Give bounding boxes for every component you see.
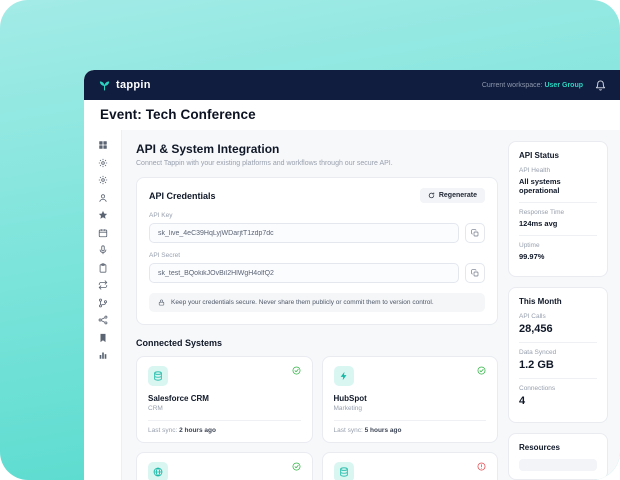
right-panel: API Status API Health All systems operat…	[508, 141, 608, 480]
stat-response-time: Response Time 124ms avg	[519, 202, 597, 235]
security-note-text: Keep your credentials secure. Never shar…	[171, 299, 434, 306]
tappin-sprout-logo-icon	[98, 79, 111, 92]
regenerate-button[interactable]: Regenerate	[419, 188, 485, 203]
stat-api-calls: API Calls 28,456	[519, 313, 553, 335]
status-connected-icon	[477, 366, 486, 375]
system-category: Marketing	[333, 405, 363, 412]
workspace-label: Current workspace:	[481, 81, 543, 89]
app-header: tappin Current workspace: User Group	[84, 70, 620, 100]
brand-logo[interactable]: tappin	[98, 79, 151, 92]
sidebar-settings-icon[interactable]	[98, 158, 108, 168]
api-status-title: API Status	[519, 151, 560, 160]
section-subheading: Connect Tappin with your existing platfo…	[136, 160, 393, 167]
system-name: HubSpot	[333, 394, 367, 403]
sidebar-configuration-icon[interactable]	[98, 175, 108, 185]
refresh-icon	[428, 192, 435, 199]
sidebar-branch-icon[interactable]	[98, 298, 108, 308]
page-title-bar: Event: Tech Conference	[84, 100, 620, 130]
copy-icon	[471, 229, 479, 237]
system-name: Salesforce CRM	[148, 394, 209, 403]
resource-item[interactable]	[519, 459, 597, 471]
database-icon	[339, 467, 349, 477]
stat-connections: Connections 4	[519, 378, 597, 414]
icon-sidebar	[84, 130, 122, 480]
page-title: Event: Tech Conference	[100, 107, 256, 122]
api-status-card: API Status API Health All systems operat…	[508, 141, 608, 277]
notifications-bell-icon[interactable]	[595, 80, 606, 91]
sidebar-attendees-icon[interactable]	[98, 193, 108, 203]
resources-card: Resources	[508, 433, 608, 480]
workspace-name[interactable]: User Group	[544, 81, 583, 89]
app-window: tappin Current workspace: User Group Eve…	[84, 70, 620, 480]
system-card-microsoft-dynamics: Microsoft Dynamics ERP	[321, 452, 498, 480]
stat-uptime: Uptime 99.97%	[519, 235, 597, 268]
system-icon-tile	[333, 366, 354, 386]
header-right: Current workspace: User Group	[482, 80, 606, 91]
sidebar-favorites-icon[interactable]	[98, 210, 108, 220]
system-last-sync: Last sync: 5 hours ago	[333, 420, 486, 434]
system-card-hubspot: HubSpot Marketing Last sync: 5 hours ago	[321, 356, 498, 443]
brand-name: tappin	[116, 79, 151, 91]
api-secret-label: API Secret	[149, 252, 181, 259]
connected-systems-grid: Salesforce CRM CRM Last sync: 2 hours ag…	[136, 356, 498, 480]
sidebar-integrations-icon[interactable]	[98, 315, 108, 325]
system-card-corporate-website: Corporate Website Web Platform	[136, 452, 313, 480]
system-icon-tile	[333, 462, 354, 480]
system-icon-tile	[148, 462, 168, 480]
workspace-switcher[interactable]: Current workspace: User Group	[482, 82, 583, 89]
sidebar-clipboard-icon[interactable]	[98, 263, 108, 273]
sidebar-analytics-icon[interactable]	[98, 350, 108, 360]
status-connected-icon	[292, 462, 301, 471]
main-content: API & System Integration Connect Tappin …	[136, 141, 498, 480]
lock-icon	[158, 299, 165, 306]
sidebar-dashboard-icon[interactable]	[98, 140, 108, 150]
security-note: Keep your credentials secure. Never shar…	[149, 293, 485, 312]
connected-systems-heading: Connected Systems	[136, 338, 223, 348]
zap-icon	[339, 371, 349, 381]
status-error-icon	[477, 462, 486, 471]
resources-title: Resources	[519, 443, 560, 452]
sidebar-speakers-mic-icon[interactable]	[98, 245, 108, 255]
copy-api-key-button[interactable]	[465, 223, 485, 243]
api-credentials-title: API Credentials	[149, 190, 216, 201]
system-last-sync: Last sync: 2 hours ago	[148, 420, 301, 434]
system-category: CRM	[148, 405, 163, 412]
this-month-card: This Month API Calls 28,456 Data Synced …	[508, 287, 608, 423]
api-secret-input[interactable]	[149, 263, 459, 283]
system-card-salesforce: Salesforce CRM CRM Last sync: 2 hours ag…	[136, 356, 313, 443]
stat-data-synced: Data Synced 1.2 GB	[519, 342, 597, 378]
system-icon-tile	[148, 366, 168, 386]
globe-icon	[153, 467, 163, 477]
sidebar-calendar-icon[interactable]	[98, 228, 108, 238]
section-heading: API & System Integration	[136, 142, 280, 156]
api-key-input[interactable]	[149, 223, 459, 243]
sidebar-bookmarks-icon[interactable]	[98, 333, 108, 343]
sidebar-sync-icon[interactable]	[98, 280, 108, 290]
copy-api-secret-button[interactable]	[465, 263, 485, 283]
stat-api-health: API Health All systems operational	[519, 167, 561, 195]
api-key-label: API Key	[149, 212, 173, 219]
this-month-title: This Month	[519, 297, 562, 306]
database-icon	[153, 371, 163, 381]
copy-icon	[471, 269, 479, 277]
api-credentials-card: API Credentials Regenerate API Key API S…	[136, 177, 498, 325]
status-connected-icon	[292, 366, 301, 375]
